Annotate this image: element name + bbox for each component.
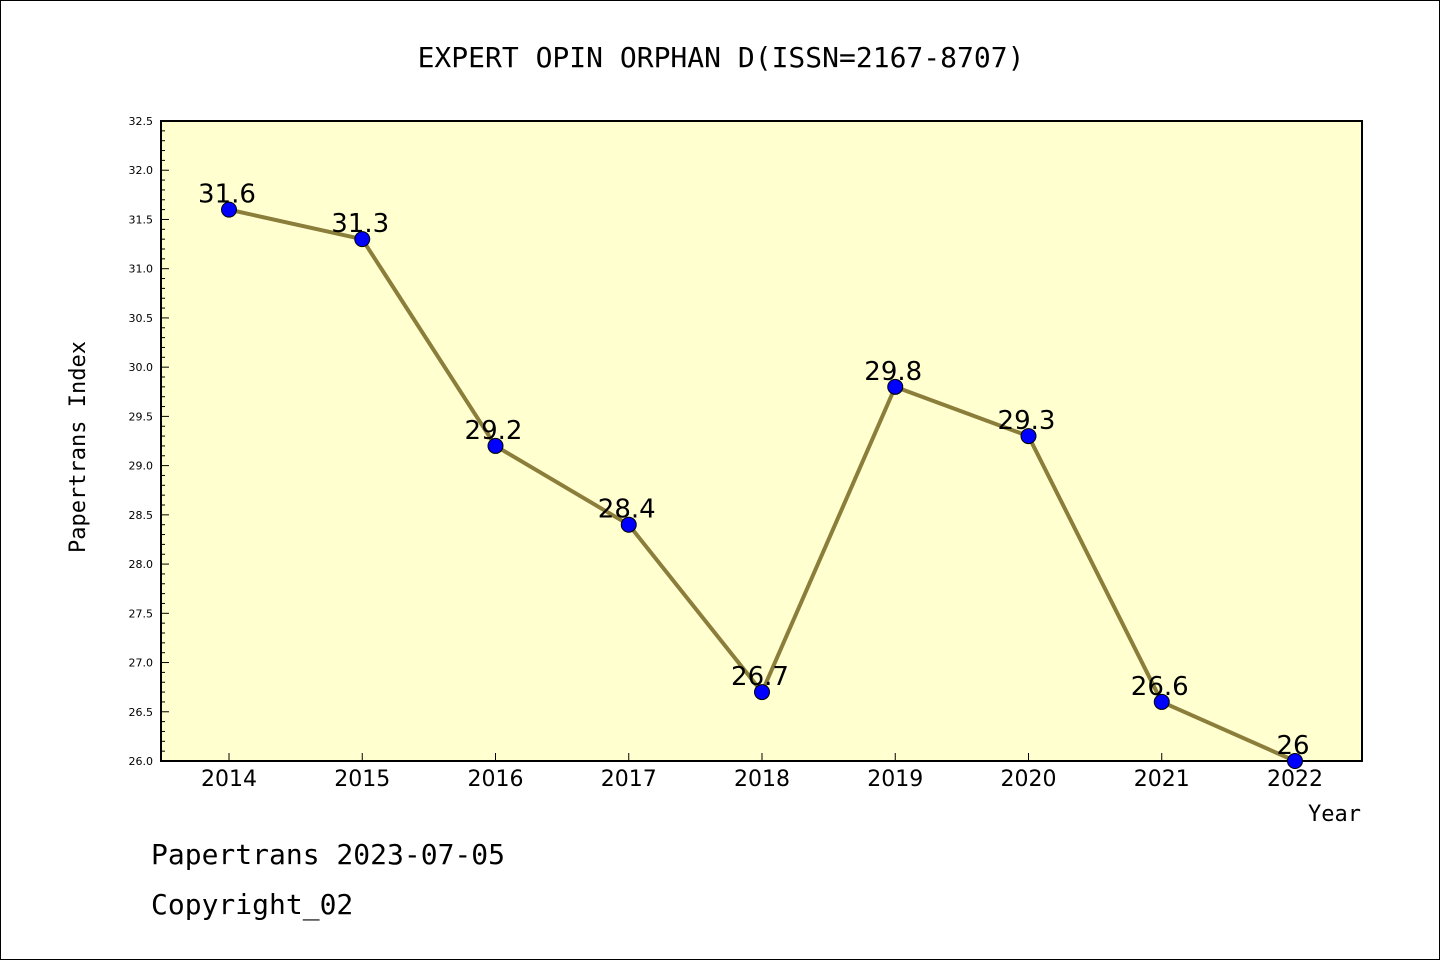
series-layer: 31.6 31.3 29.2 28.4 26.7 29.8 29.3 26.6 26 — [198, 180, 1310, 769]
data-point — [620, 516, 637, 533]
x-tick-label: 2022 — [1267, 767, 1323, 792]
y-tick-label: 30.0 — [129, 361, 154, 374]
y-tick-label: 26.5 — [129, 706, 154, 719]
data-label: 29.2 — [465, 416, 523, 446]
x-tick-label: 2015 — [334, 767, 390, 792]
y-tick-label: 31.0 — [129, 263, 154, 276]
y-tick-label: 30.5 — [129, 312, 154, 325]
y-tick-label: 26.0 — [129, 755, 154, 768]
chart-title: EXPERT OPIN ORPHAN D(ISSN=2167-8707) — [418, 41, 1025, 74]
footer-copyright: Copyright_02 — [151, 888, 353, 922]
y-tick-label: 27.0 — [129, 657, 154, 670]
y-tick-label: 27.5 — [129, 607, 154, 620]
data-label: 31.3 — [331, 209, 389, 239]
x-tick-label: 2014 — [201, 767, 257, 792]
data-point — [354, 231, 371, 248]
data-point — [487, 437, 504, 454]
data-point — [754, 684, 770, 701]
y-tick-label: 32.0 — [129, 164, 154, 177]
x-axis-ticks: 2014 2015 2016 2017 2018 2019 2020 2021 2022 — [201, 753, 1323, 792]
y-tick-label: 32.5 — [129, 115, 154, 128]
x-tick-label: 2019 — [867, 767, 923, 792]
y-tick-label: 31.5 — [129, 213, 154, 226]
data-label: 26 — [1276, 731, 1309, 761]
x-tick-label: 2017 — [601, 767, 657, 792]
data-label: 29.3 — [998, 406, 1056, 436]
plot-area — [160, 120, 1363, 762]
data-point — [1020, 428, 1037, 445]
data-point — [887, 378, 904, 395]
x-axis-label: Year — [1308, 802, 1361, 827]
y-tick-label: 28.0 — [129, 558, 154, 571]
data-label: 28.4 — [598, 495, 656, 525]
footer-date: Papertrans 2023-07-05 — [151, 838, 505, 871]
y-axis-ticks: 26.0 26.5 27.0 27.5 28.0 28.5 29.0 29.5 30.0 30.5… — [129, 115, 169, 768]
data-label: 31.6 — [198, 180, 256, 210]
data-point — [221, 201, 237, 218]
y-tick-label: 29.5 — [129, 410, 154, 423]
x-tick-label: 2021 — [1134, 767, 1190, 792]
data-point — [1153, 693, 1170, 710]
x-tick-label: 2020 — [1001, 767, 1057, 792]
data-label: 26.6 — [1131, 672, 1189, 702]
y-tick-label: 28.5 — [129, 509, 154, 522]
data-point — [1287, 753, 1303, 769]
x-tick-label: 2016 — [468, 767, 524, 792]
data-label: 26.7 — [731, 662, 789, 692]
y-axis-label: Papertrans Index — [66, 341, 91, 553]
data-label: 29.8 — [864, 357, 922, 387]
x-tick-label: 2018 — [734, 767, 790, 792]
y-tick-label: 29.0 — [129, 460, 154, 473]
